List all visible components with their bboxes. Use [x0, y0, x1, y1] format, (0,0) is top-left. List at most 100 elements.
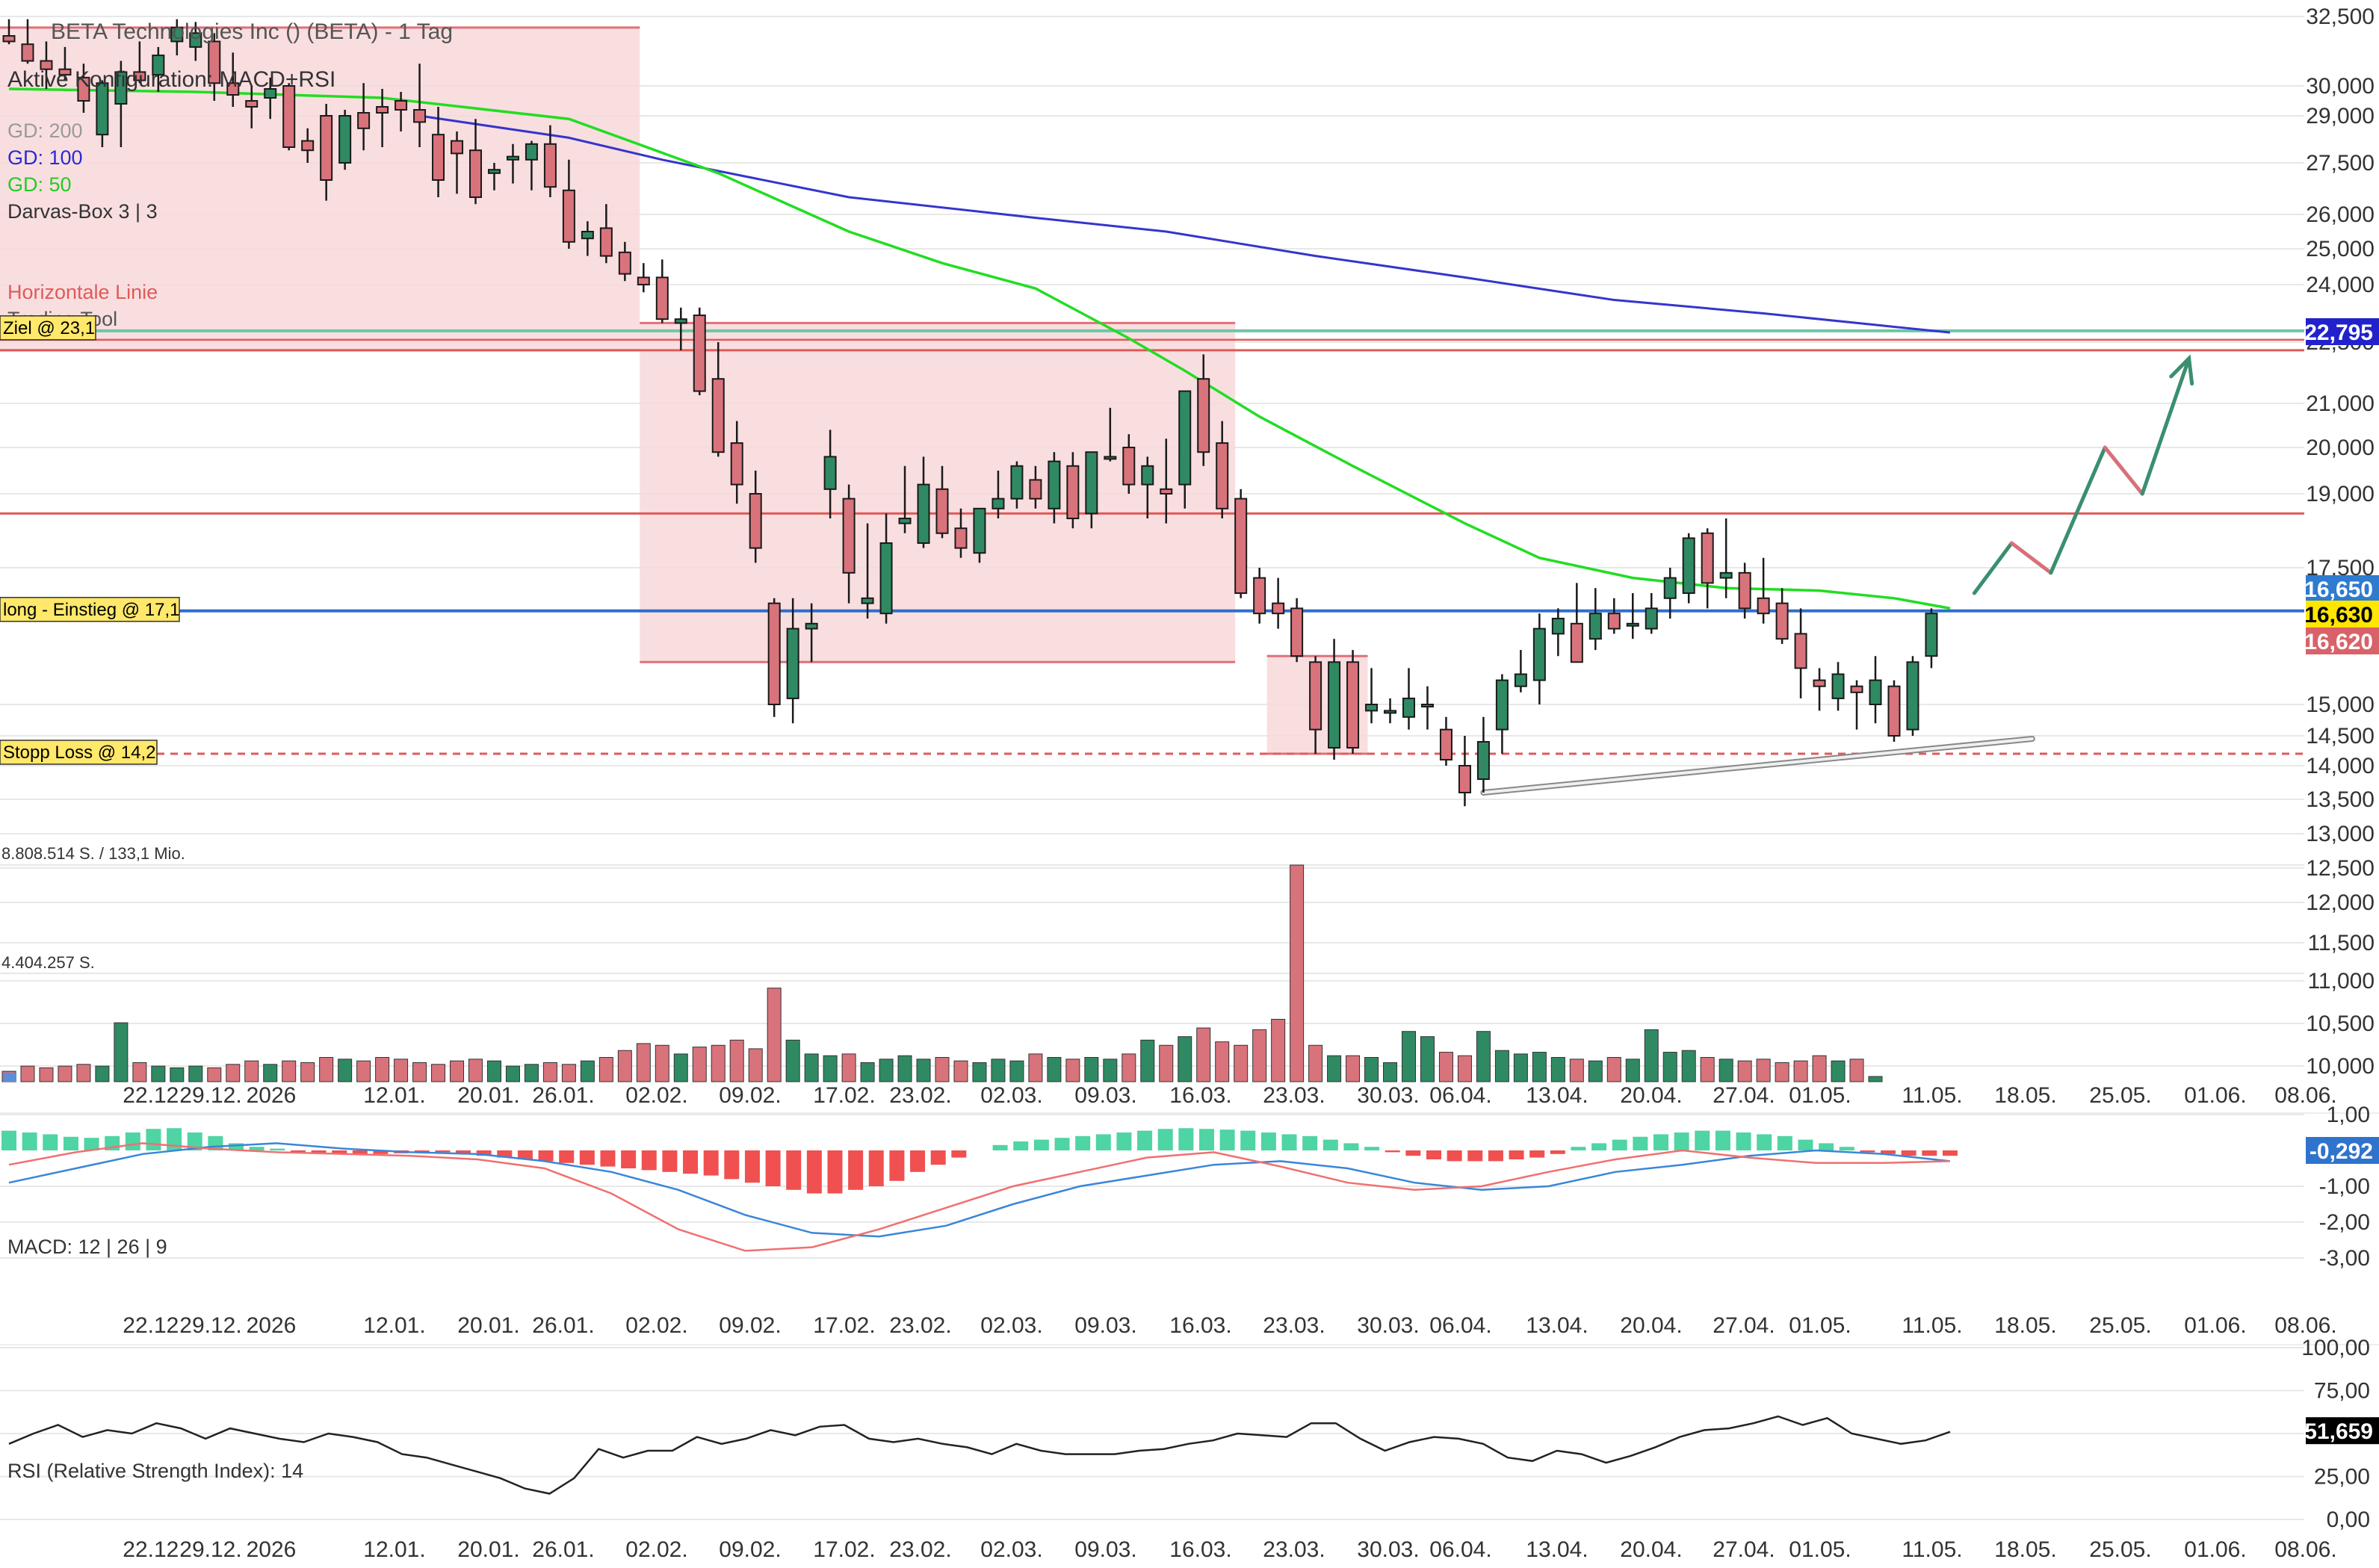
candle-up [1925, 613, 1938, 657]
volume-bar [114, 1022, 129, 1082]
volume-bar [207, 1067, 222, 1082]
x-axis-label-macd: 23.03. [1263, 1313, 1325, 1338]
price-axis-label: 11,000 [2307, 969, 2375, 994]
candle-up [1328, 661, 1341, 749]
volume-bar [953, 1060, 968, 1082]
volume-bar [300, 1062, 315, 1082]
candle-down [432, 134, 445, 181]
x-axis-label-macd: 09.03. [1074, 1313, 1136, 1338]
macd-histogram-bar [1901, 1150, 1916, 1156]
volume-bar [1140, 1039, 1155, 1082]
macd-axis-label: -2,00 [2319, 1210, 2370, 1235]
x-axis-label-price: 29.12. [179, 1083, 241, 1108]
candle-up [152, 55, 165, 76]
x-axis-label-macd: 22.12. [123, 1313, 185, 1338]
x-axis-label-rsi: 01.05. [1789, 1537, 1851, 1562]
rsi-axis-label: 0,00 [2327, 1507, 2370, 1532]
volume-bar [1084, 1057, 1099, 1082]
candle-down [954, 527, 968, 549]
candle-up [1048, 460, 1061, 509]
candle-down [1272, 602, 1285, 615]
candle-down [1290, 607, 1304, 657]
candle-up [823, 456, 837, 490]
macd-histogram-bar [848, 1150, 864, 1190]
candle-up [96, 82, 109, 136]
price-axis-label: 20,000 [2306, 436, 2375, 460]
macd-histogram-bar [1343, 1143, 1359, 1150]
x-axis-label-macd: 09.02. [719, 1313, 781, 1338]
volume-bar [356, 1060, 371, 1082]
volume-bar [76, 1064, 91, 1082]
macd-histogram-bar [414, 1150, 430, 1153]
x-axis-label-price: 2026 [247, 1083, 297, 1108]
macd-histogram-bar [889, 1150, 905, 1181]
volume-bar [972, 1062, 987, 1082]
candle-down [1197, 378, 1210, 453]
candle-down [40, 60, 53, 70]
macd-signal-line [8, 1142, 1950, 1252]
price-axis-label: 12,500 [2306, 856, 2375, 881]
macd-histogram-bar [1653, 1134, 1668, 1150]
x-axis-label-macd: 27.04. [1713, 1313, 1775, 1338]
x-axis-label-price: 01.06. [2184, 1083, 2246, 1108]
x-axis-label-macd: 2026 [247, 1313, 297, 1338]
candle-up [1010, 465, 1024, 500]
macd-histogram-bar [63, 1136, 78, 1150]
candle-down [599, 227, 613, 257]
candle-up [879, 542, 893, 615]
x-axis-label-price: 08.06. [2274, 1083, 2336, 1108]
macd-histogram-bar [1157, 1129, 1173, 1150]
macd-histogram-bar [125, 1132, 140, 1150]
price-badge [2306, 575, 2379, 602]
macd-axis-label: -3,00 [2319, 1246, 2370, 1271]
volume-bar [244, 1060, 259, 1082]
macd-histogram-bar [1529, 1150, 1545, 1158]
long-entry-tag [0, 597, 180, 622]
candle-down [1775, 602, 1789, 640]
price-axis-label: 19,000 [2306, 482, 2375, 506]
volume-bar [1215, 1041, 1230, 1082]
macd-histogram-bar [84, 1138, 99, 1150]
volume-bar [655, 1044, 669, 1082]
candle-up [114, 71, 128, 105]
volume-bar [1196, 1027, 1211, 1082]
candle-up [1869, 679, 1882, 705]
volume-bar [841, 1053, 856, 1082]
candle-down [711, 378, 725, 453]
x-axis-label-rsi: 09.02. [719, 1537, 781, 1562]
macd-histogram-bar [1674, 1132, 1689, 1150]
volume-bar [1346, 1055, 1361, 1082]
macd-line [8, 1142, 1951, 1238]
macd-histogram-bar [951, 1150, 967, 1158]
volume-bar [1513, 1053, 1528, 1082]
x-axis-label-rsi: 02.03. [980, 1537, 1042, 1562]
macd-histogram-bar [1922, 1150, 1937, 1156]
volume-bar [1606, 1057, 1621, 1082]
x-axis-label-price: 17.02. [813, 1083, 875, 1108]
volume-bar [711, 1044, 726, 1082]
macd-histogram-bar [1777, 1135, 1792, 1150]
volume-bar [1103, 1059, 1118, 1082]
candle-up [581, 231, 594, 240]
candle-up [1384, 710, 1397, 714]
x-axis-label-rsi: 08.06. [2274, 1537, 2336, 1562]
volume-bar [580, 1060, 595, 1082]
candle-down [1701, 532, 1714, 584]
volume-bar [1178, 1036, 1192, 1082]
macd-histogram-bar [827, 1150, 843, 1194]
x-axis-label-price: 09.03. [1074, 1083, 1136, 1108]
volume-bar [95, 1065, 110, 1082]
volume-bar [748, 1048, 763, 1082]
candle-up [525, 143, 538, 161]
macd-histogram-bar [910, 1150, 926, 1172]
x-axis-label-rsi: 25.05. [2089, 1537, 2151, 1562]
x-axis-label-rsi: 20.04. [1620, 1537, 1682, 1562]
x-axis-label-price: 23.03. [1263, 1083, 1325, 1108]
candle-down [1029, 479, 1042, 500]
macd-histogram-bar [352, 1150, 368, 1155]
macd-histogram-bar [517, 1150, 533, 1159]
volume-bar [785, 1039, 800, 1082]
volume-bar [1550, 1057, 1565, 1082]
candle-up [1420, 704, 1434, 707]
x-axis-label-price: 06.04. [1429, 1083, 1491, 1108]
